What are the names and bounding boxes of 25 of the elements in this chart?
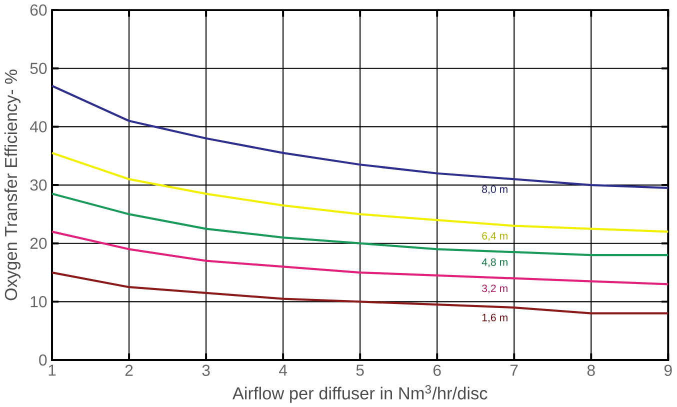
y-tick-label: 40	[30, 120, 47, 132]
x-tick-label: 9	[664, 364, 672, 376]
series-label: 4,8 m	[482, 258, 508, 267]
x-tick-label: 6	[433, 364, 441, 376]
line-series	[50, 152, 670, 233]
series-label: 1,6 m	[482, 314, 508, 322]
y-tick-label: 30	[30, 179, 47, 191]
x-tick-label: 8	[587, 364, 595, 376]
series-label: 8,0 m	[482, 185, 508, 194]
x-tick-label: 2	[125, 364, 133, 376]
y-tick-label: 20	[30, 238, 47, 249]
x-axis-title: Airflow per diffuser in Nm$^{3}$/hr/disc	[232, 384, 488, 403]
x-tick-label: 1	[48, 364, 56, 376]
y-tick-label: 0	[39, 354, 47, 366]
y-tick-label: 10	[30, 296, 47, 308]
line-series	[50, 192, 670, 256]
x-tick-label: 7	[510, 364, 518, 376]
y-tick-label: 60	[30, 4, 47, 16]
x-tick-label: 3	[202, 364, 210, 376]
y-axis-title: Oxygen Transfer Efficiency- %	[4, 70, 21, 300]
x-tick-label: 5	[356, 364, 364, 376]
series-label: 6,4 m	[482, 232, 508, 241]
series-label: 3,2 m	[482, 284, 508, 294]
x-tick-label: 4	[279, 364, 288, 376]
y-tick-label: 50	[30, 62, 47, 74]
